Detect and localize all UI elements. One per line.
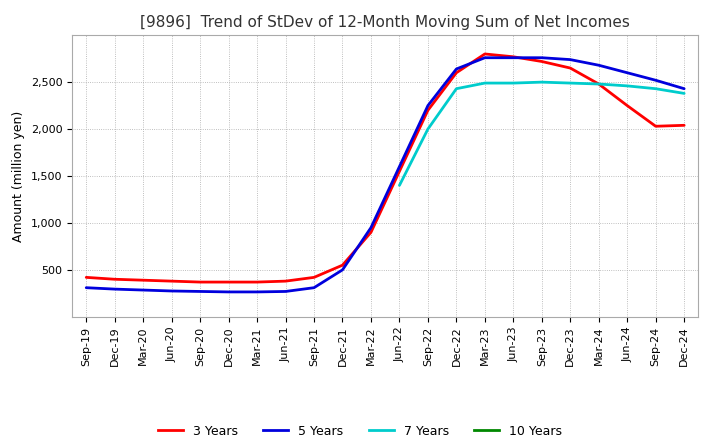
7 Years [680,91,688,96]
5 Years [623,70,631,75]
3 Years [110,277,119,282]
5 Years [366,225,375,230]
3 Years [139,278,148,283]
5 Years [395,164,404,169]
7 Years [395,183,404,188]
3 Years [452,70,461,75]
Title: [9896]  Trend of StDev of 12-Month Moving Sum of Net Incomes: [9896] Trend of StDev of 12-Month Moving… [140,15,630,30]
3 Years [225,279,233,285]
7 Years [566,81,575,86]
3 Years [366,230,375,235]
Y-axis label: Amount (million yen): Amount (million yen) [12,110,25,242]
7 Years [595,81,603,87]
7 Years [623,83,631,88]
5 Years [110,286,119,292]
7 Years [652,86,660,92]
5 Years [338,267,347,272]
3 Years [196,279,204,285]
5 Years [652,77,660,83]
Legend: 3 Years, 5 Years, 7 Years, 10 Years: 3 Years, 5 Years, 7 Years, 10 Years [153,420,567,440]
5 Years [82,285,91,290]
3 Years [566,66,575,71]
5 Years [167,288,176,293]
3 Years [509,54,518,59]
7 Years [537,80,546,85]
3 Years [423,108,432,113]
Line: 5 Years: 5 Years [86,58,684,292]
5 Years [480,55,489,60]
5 Years [282,289,290,294]
3 Years [537,59,546,64]
7 Years [480,81,489,86]
3 Years [253,279,261,285]
3 Years [480,51,489,57]
5 Years [680,86,688,92]
3 Years [395,169,404,174]
Line: 3 Years: 3 Years [86,54,684,282]
7 Years [423,126,432,132]
5 Years [196,289,204,294]
5 Years [310,285,318,290]
5 Years [452,66,461,72]
3 Years [338,263,347,268]
5 Years [423,103,432,108]
5 Years [595,62,603,68]
5 Years [566,57,575,62]
5 Years [509,55,518,60]
3 Years [167,279,176,284]
7 Years [452,86,461,92]
3 Years [282,279,290,284]
5 Years [225,289,233,294]
5 Years [253,289,261,294]
3 Years [82,275,91,280]
Line: 7 Years: 7 Years [400,82,684,185]
3 Years [595,81,603,87]
5 Years [139,287,148,293]
3 Years [623,103,631,108]
5 Years [537,55,546,60]
7 Years [509,81,518,86]
3 Years [652,124,660,129]
3 Years [680,123,688,128]
3 Years [310,275,318,280]
